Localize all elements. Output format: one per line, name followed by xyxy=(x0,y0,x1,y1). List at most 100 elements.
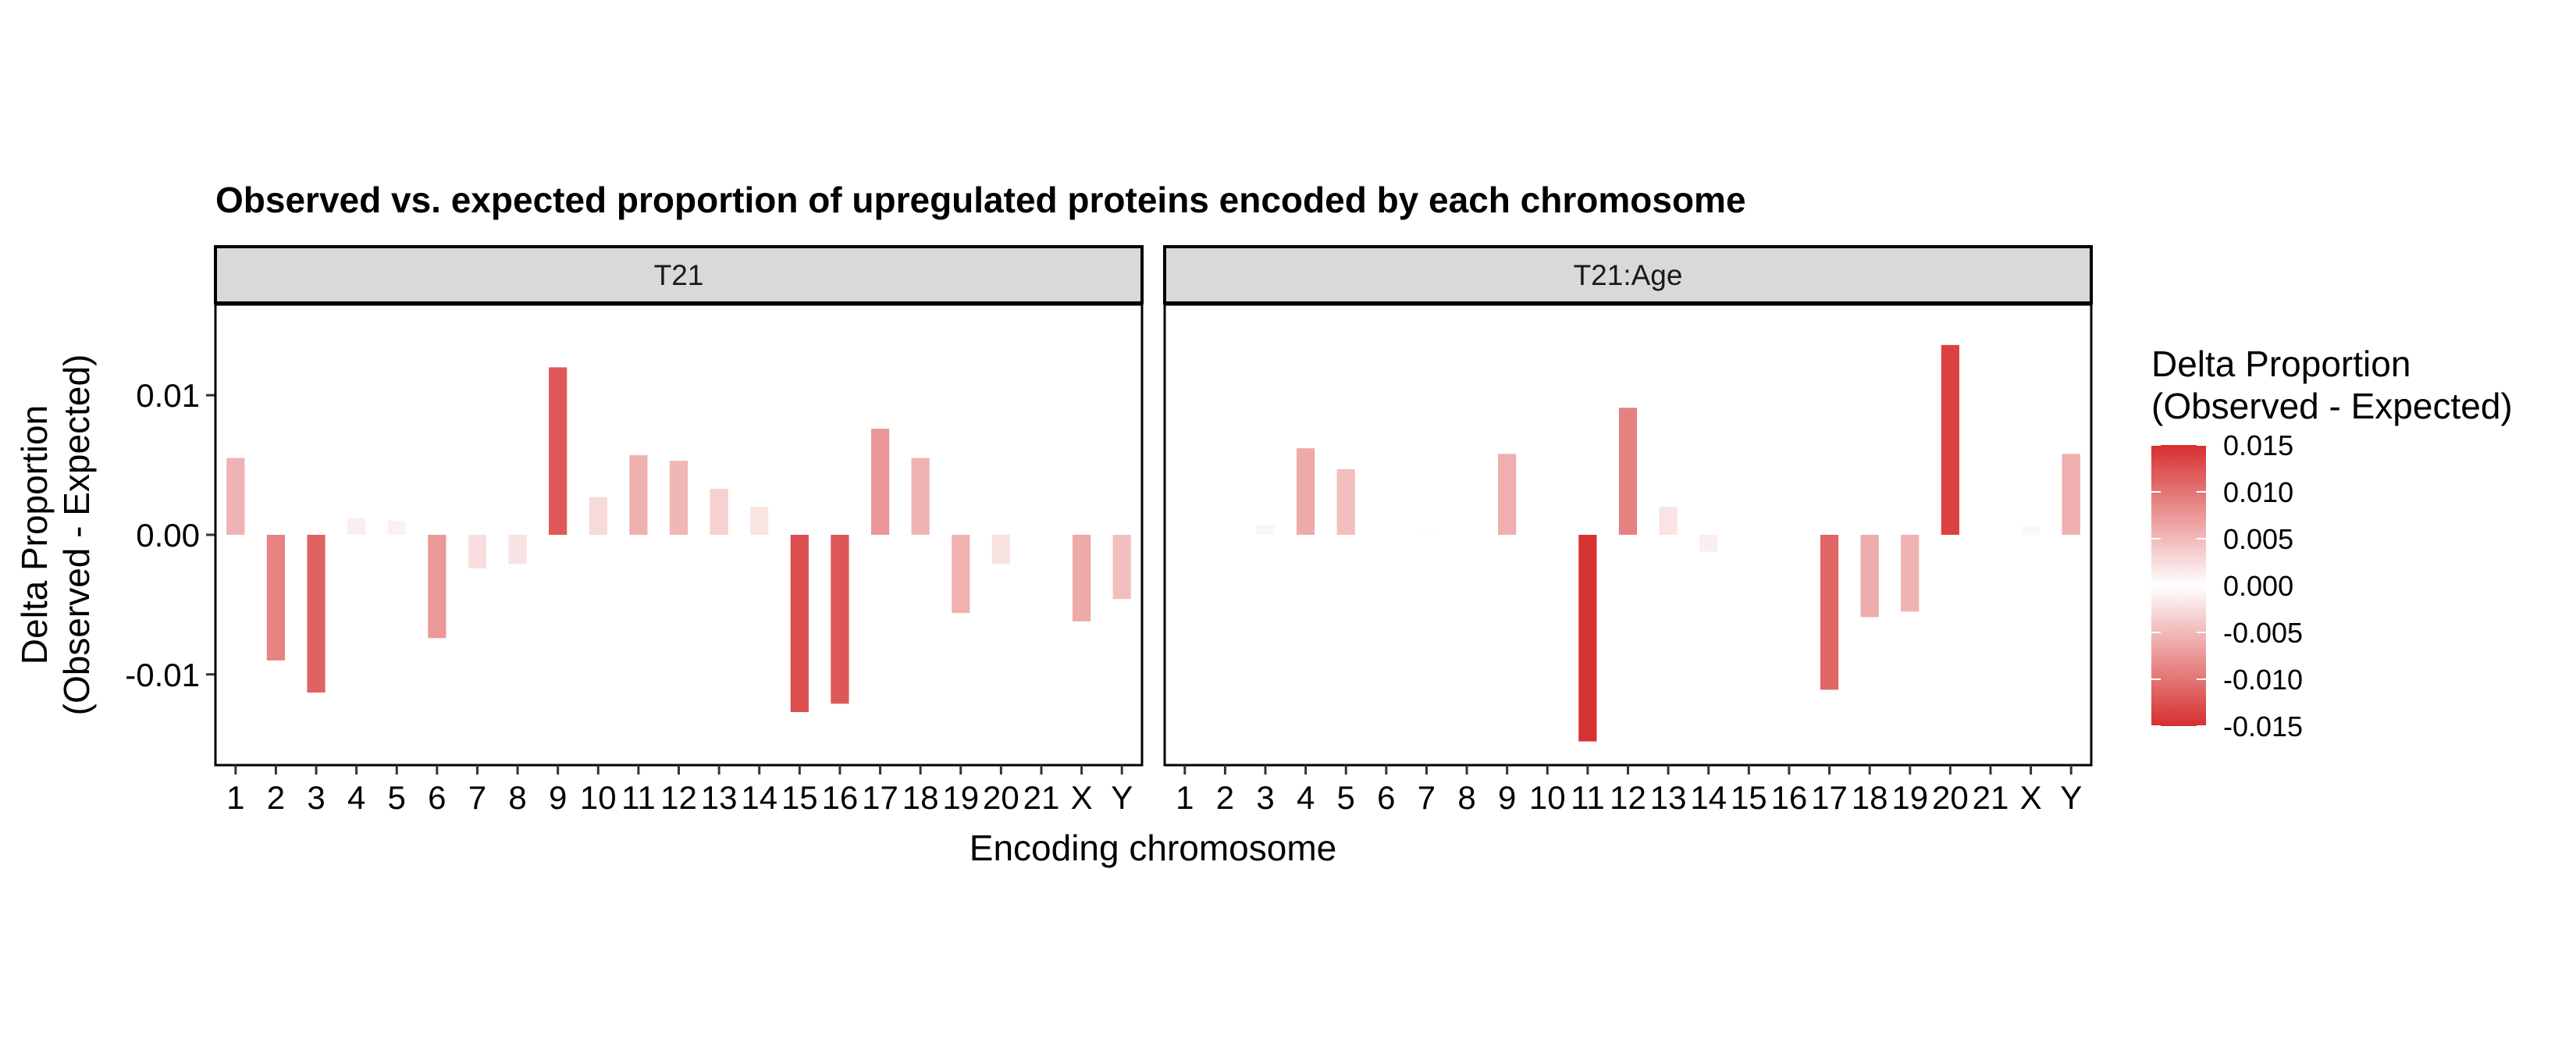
x-axis-label: Encoding chromosome xyxy=(970,828,1336,868)
legend-ticks: 0.015 0.010 0.005 0.000 -0.005 -0.010 -0.015 xyxy=(2151,429,2303,742)
bar xyxy=(428,535,447,639)
legend-tick-label: 0.015 xyxy=(2223,429,2293,461)
x-tick-label: 17 xyxy=(862,779,898,816)
x-tick-label: 4 xyxy=(347,779,365,816)
bar xyxy=(1941,344,1959,535)
bar xyxy=(589,497,607,535)
bar xyxy=(1618,408,1638,535)
facet-strip xyxy=(214,245,1144,304)
y-axis: 0.01 0.00 -0.01 xyxy=(125,377,215,693)
x-tick-label: 18 xyxy=(902,779,939,816)
x-tick-label: Y xyxy=(2060,779,2082,816)
bar xyxy=(549,367,568,535)
x-tick-label: 2 xyxy=(267,779,285,816)
bar xyxy=(750,507,769,535)
legend-tick-label: -0.015 xyxy=(2223,710,2303,742)
x-tick-label: 3 xyxy=(307,779,325,816)
x-tick-label: 8 xyxy=(508,779,526,816)
x-tick-label: 16 xyxy=(1771,779,1808,816)
bar xyxy=(1901,535,1920,612)
x-tick-label: X xyxy=(2020,779,2042,816)
x-tick-label: 20 xyxy=(1932,779,1969,816)
bar xyxy=(870,429,890,535)
x-tick-label: 4 xyxy=(1297,779,1315,816)
x-tick-label: 8 xyxy=(1457,779,1475,816)
x-tick-label: 1 xyxy=(1176,779,1194,816)
x-tick-label: 19 xyxy=(1891,779,1928,816)
x-tick-label: 5 xyxy=(388,779,406,816)
bar xyxy=(1336,468,1355,535)
bar xyxy=(1498,454,1517,535)
x-tick-label: 10 xyxy=(580,779,617,816)
x-tick-label: 10 xyxy=(1529,779,1566,816)
chart-title: Observed vs. expected proportion of upre… xyxy=(215,180,1746,220)
legend-tick-label: -0.005 xyxy=(2223,617,2303,649)
bar xyxy=(1297,448,1315,535)
facet-strip-label: T21 xyxy=(654,259,704,291)
bar xyxy=(266,535,286,661)
bar xyxy=(508,535,527,564)
bar xyxy=(1699,535,1718,552)
bar xyxy=(911,458,930,535)
bar xyxy=(307,535,326,693)
x-tick-label: 3 xyxy=(1256,779,1274,816)
bar xyxy=(1256,525,1275,535)
y-tick-label: 0.00 xyxy=(136,517,200,554)
bar xyxy=(710,489,728,535)
y-axis-label-line2: (Observed - Expected) xyxy=(56,354,97,716)
x-tick-label: 1 xyxy=(226,779,244,816)
x-tick-label: 7 xyxy=(1418,779,1436,816)
x-tick-label: 6 xyxy=(428,779,446,816)
bar xyxy=(991,535,1010,564)
legend: Delta Proportion (Observed - Expected) 0… xyxy=(2151,344,2513,742)
bar xyxy=(1860,535,1879,618)
bar xyxy=(831,535,849,704)
x-tick-label: 6 xyxy=(1377,779,1395,816)
x-tick-label: 21 xyxy=(1973,779,2009,816)
x-tick-label: 17 xyxy=(1811,779,1848,816)
x-tick-label: 13 xyxy=(1650,779,1687,816)
x-tick-label: 16 xyxy=(822,779,859,816)
x-tick-label: 18 xyxy=(1852,779,1888,816)
x-tick-label: X xyxy=(1071,779,1093,816)
x-tick-label: 5 xyxy=(1337,779,1355,816)
x-tick-label: 11 xyxy=(621,779,656,816)
legend-tick-label: 0.000 xyxy=(2223,570,2293,602)
x-tick-label: 21 xyxy=(1023,779,1060,816)
bar xyxy=(952,535,970,614)
legend-title-line2: (Observed - Expected) xyxy=(2151,386,2513,426)
x-tick-label: 19 xyxy=(942,779,979,816)
facet-strip-label: T21:Age xyxy=(1574,259,1683,291)
legend-tick-label: 0.010 xyxy=(2223,476,2293,508)
bar xyxy=(1417,532,1436,535)
x-tick-label: 2 xyxy=(1216,779,1234,816)
legend-tick-label: 0.005 xyxy=(2223,523,2293,555)
y-axis-label-line1: Delta Proportion xyxy=(14,405,55,664)
x-tick-label: 14 xyxy=(741,779,777,816)
bar xyxy=(629,455,648,535)
x-tick-label: 7 xyxy=(468,779,486,816)
y-tick-label: -0.01 xyxy=(125,657,200,693)
bar xyxy=(468,535,487,568)
x-tick-label: 9 xyxy=(1498,779,1516,816)
bar xyxy=(1112,535,1131,600)
x-tick-label: 11 xyxy=(1571,779,1605,816)
legend-title-line1: Delta Proportion xyxy=(2151,344,2411,384)
y-axis-label: Delta Proportion (Observed - Expected) xyxy=(14,354,97,716)
y-tick-label: 0.01 xyxy=(136,377,200,414)
x-tick-label: 14 xyxy=(1690,779,1727,816)
x-tick-label: 15 xyxy=(1731,779,1767,816)
x-tick-label: Y xyxy=(1111,779,1133,816)
bar xyxy=(387,521,406,535)
bar xyxy=(1578,535,1597,742)
x-tick-label: 12 xyxy=(1610,779,1646,816)
x-tick-label: 9 xyxy=(549,779,567,816)
x-tick-label: 12 xyxy=(660,779,697,816)
x-tick-label: 20 xyxy=(983,779,1019,816)
x-tick-label: 15 xyxy=(781,779,818,816)
legend-tick-label: -0.010 xyxy=(2223,664,2303,696)
bar xyxy=(1820,535,1839,690)
